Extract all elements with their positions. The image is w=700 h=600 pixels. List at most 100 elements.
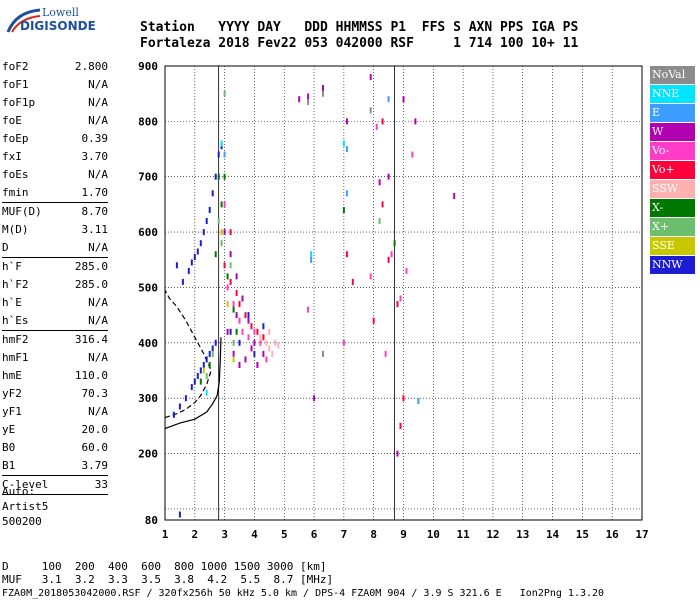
x-tick-label: 5: [281, 528, 288, 541]
y-tick-label: 400: [138, 337, 158, 350]
param-row: h`E N/A: [2, 294, 108, 312]
param-row: yF2 70.3: [2, 385, 108, 403]
param-value: N/A: [88, 78, 108, 91]
echo-point-e: [223, 151, 226, 158]
echo-point-w: [241, 295, 244, 302]
param-label: hmF1: [2, 351, 29, 364]
echo-point-w: [235, 312, 238, 319]
param-label: foEs: [2, 168, 29, 181]
echo-point-nnw: [172, 411, 175, 418]
param-separator: [2, 202, 108, 203]
param-label: foF1: [2, 78, 29, 91]
echo-point-ssw: [271, 350, 274, 357]
echo-point-w: [414, 118, 417, 125]
x-tick-label: 11: [457, 528, 471, 541]
echo-point-e: [345, 146, 348, 152]
echo-point-ssw: [259, 334, 262, 341]
echo-point-vo-: [232, 301, 235, 308]
logo-line1: Lowell: [42, 6, 79, 19]
param-separator: [2, 257, 108, 258]
echo-point-vo-: [387, 256, 390, 263]
x-tick-label: 8: [370, 528, 377, 541]
param-value: 110.0: [74, 369, 108, 382]
legend-item-x-: X-: [650, 199, 695, 217]
y-tick-label: 800: [138, 115, 158, 128]
echo-point-sse: [220, 229, 223, 236]
echo-point-ssw: [268, 328, 271, 335]
param-label: foEp: [2, 132, 29, 145]
logo-swoosh-icon: [6, 8, 41, 33]
y-tick-label: 300: [138, 392, 158, 405]
param-value: 8.70: [81, 205, 109, 218]
param-label: fxI: [2, 150, 22, 163]
echo-point-sse: [202, 367, 205, 374]
param-label: M(D): [2, 223, 29, 236]
echo-point-vo-: [342, 339, 345, 346]
echo-point-sse: [226, 301, 229, 308]
param-row: foF1p N/A: [2, 94, 108, 112]
echo-point-ssw: [268, 345, 271, 352]
echo-point-w: [453, 193, 456, 200]
echo-point-vo-: [411, 151, 414, 158]
echo-point-w: [247, 317, 250, 324]
param-value: 3.70: [81, 150, 109, 163]
x-tick-label: 16: [606, 528, 620, 541]
echo-point-nnw: [187, 267, 190, 274]
param-label: h`Es: [2, 314, 29, 327]
x-tick-label: 3: [221, 528, 228, 541]
param-row: B1 3.79: [2, 457, 108, 475]
echo-point-w: [345, 118, 348, 125]
echo-point-nnw: [193, 254, 196, 260]
echo-point-x-: [220, 201, 223, 208]
echo-point-sse: [232, 356, 235, 363]
x-tick-label: 6: [311, 528, 318, 541]
legend-item-x-: X+: [650, 218, 695, 236]
echo-point-w: [244, 356, 247, 363]
echo-point-noval: [322, 90, 324, 97]
profile-curve-solid: [164, 337, 222, 430]
echo-point-ssw: [265, 339, 268, 346]
echo-point-vo-: [247, 334, 250, 341]
y-tick-label: 900: [138, 60, 158, 73]
echo-point-nnw: [229, 328, 232, 335]
param-value: N/A: [88, 351, 108, 364]
echo-point-nne: [220, 140, 223, 147]
echo-point-vo-: [262, 334, 265, 341]
echo-point-x-: [223, 90, 226, 97]
echo-point-nnw: [199, 240, 202, 247]
param-row: C-level 33: [2, 476, 108, 494]
echo-point-nnw: [211, 345, 214, 352]
echo-point-vo-: [375, 123, 378, 130]
echo-point-nnw: [208, 207, 211, 213]
x-tick-label: 17: [635, 528, 648, 541]
echo-point-w: [378, 179, 381, 186]
echo-point-w: [313, 395, 316, 402]
echo-point-e: [310, 256, 313, 263]
echo-point-w: [369, 74, 372, 81]
param-value: N/A: [88, 168, 108, 181]
echo-point-w: [250, 345, 253, 352]
param-value: 3.79: [81, 459, 109, 472]
param-label: yE: [2, 423, 16, 436]
echo-point-nnw: [262, 323, 265, 330]
auto-software: Artist5: [2, 500, 49, 513]
echo-point-x-: [205, 373, 208, 379]
scaled-parameters-panel: foF2 2.800 foF1 N/A foF1p N/A foE N/A foEp 0.39 fx…: [2, 58, 108, 495]
echo-point-x-: [199, 378, 202, 385]
echo-point-nnw: [214, 339, 217, 346]
y-tick-label: 500: [138, 281, 158, 294]
echo-point-x-: [211, 350, 214, 357]
echo-point-w: [256, 362, 259, 368]
legend-item-noval: NoVal: [650, 66, 695, 84]
echo-point-noval: [307, 99, 310, 105]
echo-point-nnw: [202, 229, 205, 236]
echo-point-vo-: [223, 201, 226, 208]
echo-point-vo-: [244, 312, 247, 319]
echo-point-w: [235, 273, 238, 280]
echo-point-vo-: [381, 118, 384, 125]
param-row: foF1 N/A: [2, 76, 108, 94]
echo-point-w: [387, 173, 390, 180]
param-row: foEp 0.39: [2, 130, 108, 148]
x-tick-label: 2: [192, 528, 199, 541]
